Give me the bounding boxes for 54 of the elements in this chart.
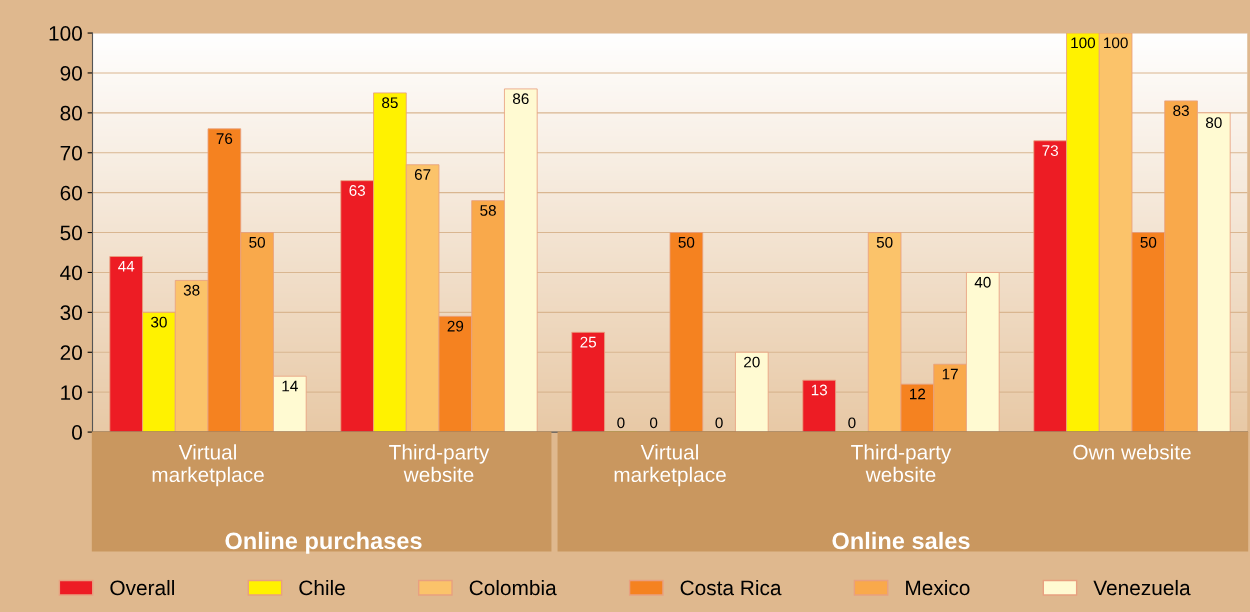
data-label: 13	[811, 384, 828, 396]
y-tick-label: 40	[60, 265, 82, 281]
data-label: 50	[678, 236, 695, 248]
data-label: 85	[382, 97, 398, 109]
data-label: 0	[617, 417, 625, 429]
data-label: 14	[282, 380, 298, 392]
y-tick-label: 0	[72, 425, 82, 440]
data-label: 30	[151, 316, 167, 328]
x-tick-label: Third-party website	[389, 444, 490, 483]
data-label: 12	[910, 388, 926, 400]
y-tick-label: 50	[60, 225, 82, 241]
y-tick-label: 70	[60, 145, 82, 161]
text: Online sales	[832, 531, 970, 550]
legend-label: Colombia	[469, 579, 557, 596]
data-label: 20	[744, 356, 760, 368]
data-label: 0	[715, 417, 723, 429]
data-label: 76	[216, 133, 233, 145]
y-tick-label: 60	[60, 185, 82, 201]
legend-label: Mexico	[906, 579, 970, 596]
legend-label: Overall	[110, 579, 174, 596]
data-label: 40	[974, 276, 991, 288]
x-tick-label: Own website	[1073, 444, 1191, 460]
data-label: 100	[1104, 37, 1128, 49]
data-label: 73	[1042, 145, 1059, 156]
data-label: 29	[447, 320, 464, 332]
data-label: 86	[512, 93, 529, 105]
text: Online purchases	[225, 531, 422, 554]
data-label: 25	[580, 336, 597, 348]
y-tick-label: 30	[60, 305, 82, 321]
data-label: 0	[649, 417, 658, 429]
y-tick-label: 90	[60, 65, 82, 81]
y-tick-label: 10	[61, 385, 82, 400]
y-tick-label: 20	[60, 345, 82, 361]
data-label: 38	[183, 284, 200, 296]
data-label: 50	[876, 236, 893, 248]
data-label: 100	[1071, 37, 1096, 49]
data-label: 83	[1173, 105, 1189, 117]
data-label: 44	[118, 261, 135, 272]
data-label: 58	[480, 205, 496, 216]
legend-label: Chile	[299, 579, 345, 596]
x-tick-label: Third-party website	[851, 444, 952, 483]
x-tick-label: Virtual marketplace	[614, 444, 726, 487]
data-label: 50	[249, 236, 265, 248]
data-label: 63	[349, 185, 366, 196]
data-label: 67	[414, 169, 431, 180]
legend-label: Costa Rica	[680, 579, 782, 596]
y-tick-label: 80	[60, 105, 82, 121]
data-label: 80	[1205, 117, 1222, 129]
legend-label: Venezuela	[1093, 579, 1191, 596]
y-tick-label: 100	[49, 26, 82, 41]
data-label: 0	[848, 417, 856, 429]
data-label: 50	[1140, 236, 1157, 248]
data-label: 17	[942, 368, 958, 380]
x-tick-label: Virtual marketplace	[152, 444, 264, 487]
